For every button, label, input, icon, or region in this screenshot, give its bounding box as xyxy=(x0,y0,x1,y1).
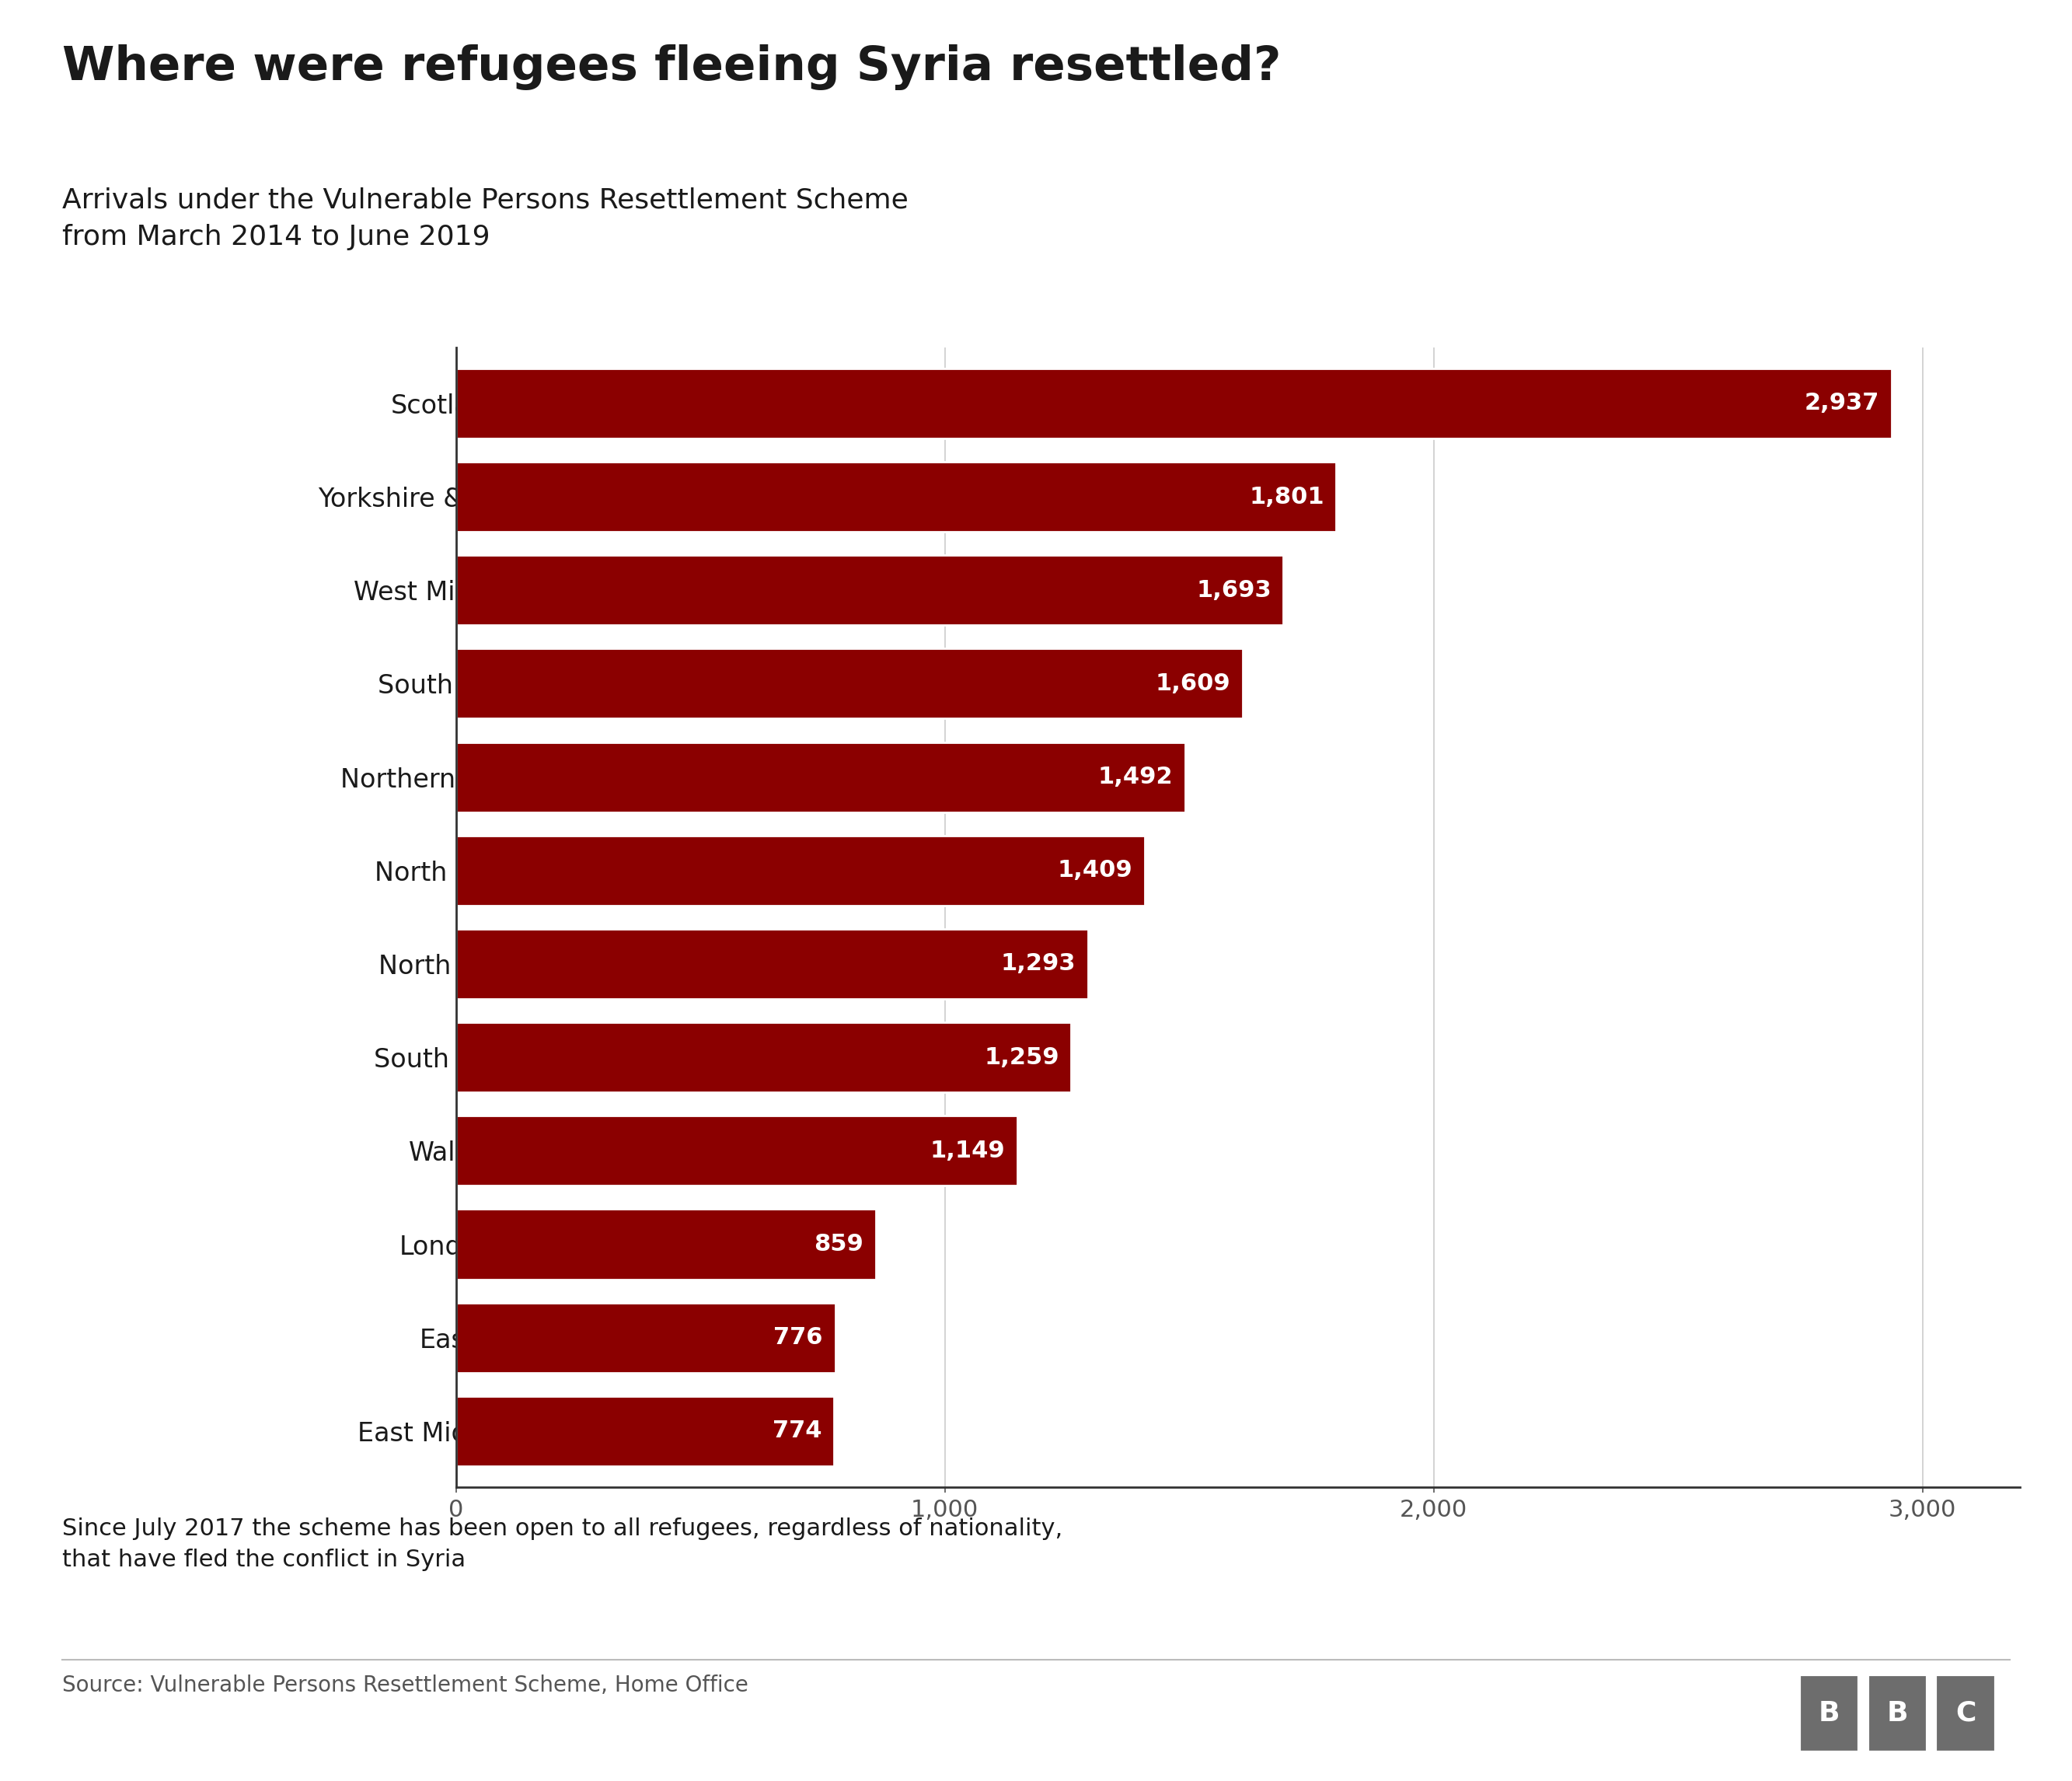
Bar xyxy=(456,1396,835,1466)
Bar xyxy=(456,835,1144,905)
Text: 859: 859 xyxy=(814,1232,864,1256)
Bar xyxy=(456,1302,835,1373)
Text: 1,149: 1,149 xyxy=(930,1140,1005,1161)
Bar xyxy=(456,369,1892,438)
Text: 1,293: 1,293 xyxy=(1001,953,1075,976)
Bar xyxy=(1867,1674,1927,1753)
Text: Source: Vulnerable Persons Resettlement Scheme, Home Office: Source: Vulnerable Persons Resettlement … xyxy=(62,1674,748,1696)
Text: 2,937: 2,937 xyxy=(1805,392,1879,415)
Bar xyxy=(456,648,1243,720)
Text: 1,492: 1,492 xyxy=(1098,766,1173,789)
Text: 1,693: 1,693 xyxy=(1196,579,1272,602)
Bar xyxy=(456,1209,876,1279)
Text: 776: 776 xyxy=(773,1327,823,1348)
Text: Where were refugees fleeing Syria resettled?: Where were refugees fleeing Syria resett… xyxy=(62,45,1280,91)
Bar xyxy=(456,743,1185,812)
Text: Since July 2017 the scheme has been open to all refugees, regardless of national: Since July 2017 the scheme has been open… xyxy=(62,1517,1063,1571)
Bar xyxy=(456,556,1283,625)
Text: 1,409: 1,409 xyxy=(1057,858,1133,882)
Text: 1,801: 1,801 xyxy=(1249,486,1324,508)
Text: C: C xyxy=(1956,1701,1977,1726)
Text: 774: 774 xyxy=(773,1419,823,1443)
Bar xyxy=(456,1022,1071,1092)
Bar xyxy=(456,461,1336,533)
Text: 1,259: 1,259 xyxy=(984,1045,1059,1069)
Text: Arrivals under the Vulnerable Persons Resettlement Scheme
from March 2014 to Jun: Arrivals under the Vulnerable Persons Re… xyxy=(62,187,908,251)
Text: B: B xyxy=(1888,1701,1908,1726)
Text: B: B xyxy=(1819,1701,1840,1726)
Bar xyxy=(1935,1674,1995,1753)
Bar xyxy=(456,930,1088,999)
Bar xyxy=(456,1115,1017,1186)
Text: 1,609: 1,609 xyxy=(1154,673,1231,695)
Bar xyxy=(1798,1674,1859,1753)
